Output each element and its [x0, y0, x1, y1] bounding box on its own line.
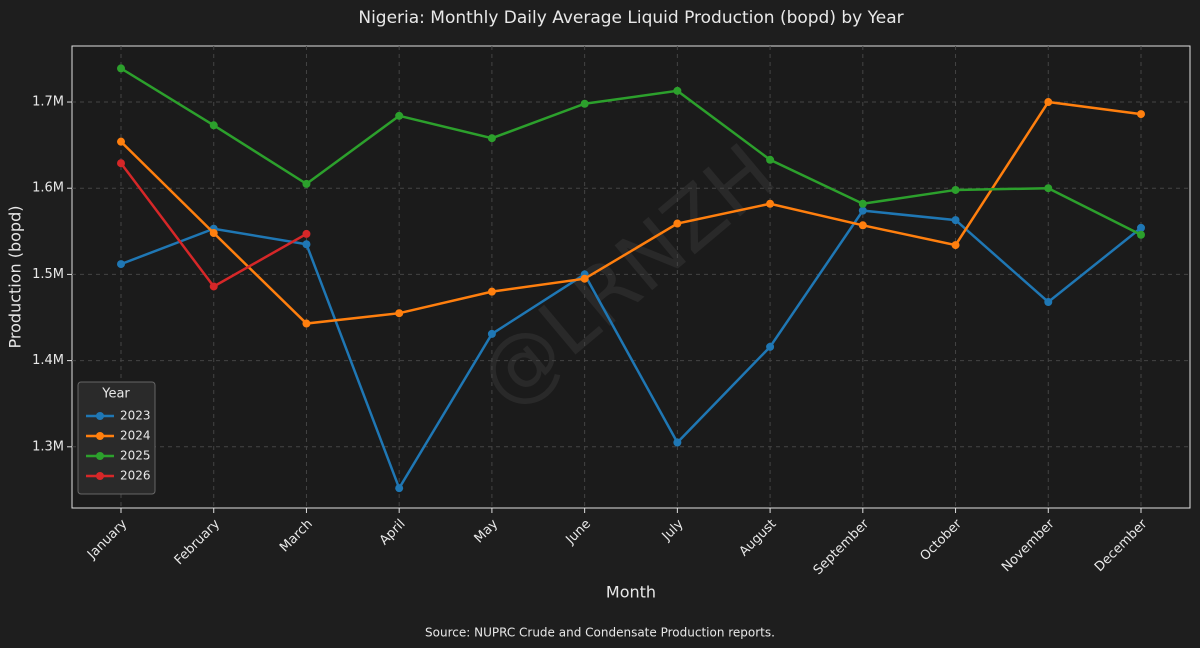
data-point [209, 282, 218, 291]
data-point [858, 199, 867, 208]
data-point [951, 185, 960, 194]
data-point [858, 221, 867, 230]
legend-marker [96, 432, 104, 440]
data-point [673, 219, 682, 228]
legend-title: Year [101, 387, 130, 402]
y-tick-label: 1.6M [32, 181, 64, 196]
data-point [209, 229, 218, 238]
legend-marker [96, 472, 104, 480]
data-point [117, 260, 125, 269]
data-point [951, 241, 960, 250]
data-point [1044, 184, 1053, 193]
data-point [487, 287, 496, 296]
y-tick-label: 1.7M [32, 95, 64, 110]
legend-label: 2023 [120, 409, 151, 423]
data-point [1137, 223, 1145, 232]
data-point [1137, 230, 1145, 239]
series-line [120, 100, 1142, 325]
series-line [120, 67, 1142, 236]
y-axis-label: Production (bopd) [6, 206, 25, 349]
data-point [673, 86, 682, 95]
data-point [395, 309, 404, 318]
data-point [487, 134, 496, 143]
chart-title: Nigeria: Monthly Daily Average Liquid Pr… [358, 8, 903, 28]
data-point [766, 155, 775, 164]
data-point [117, 64, 125, 73]
data-point [580, 274, 589, 283]
data-point [117, 137, 125, 146]
data-point [395, 111, 404, 120]
legend-label: 2025 [120, 449, 151, 463]
y-tick-label: 1.4M [32, 353, 64, 368]
x-axis-label: Month [606, 583, 656, 602]
data-point [1044, 297, 1053, 306]
data-point [951, 216, 960, 225]
data-point [395, 484, 404, 493]
data-point [487, 329, 496, 338]
data-point [302, 229, 311, 238]
source-note: Source: NUPRC Crude and Condensate Produ… [425, 626, 775, 640]
data-point [766, 342, 775, 351]
data-point [302, 319, 311, 328]
data-point [766, 199, 775, 208]
legend-label: 2026 [120, 469, 151, 483]
data-point [302, 179, 311, 188]
legend-marker [96, 452, 104, 460]
legend-label: 2024 [120, 429, 151, 443]
data-point [117, 159, 125, 168]
data-point [858, 206, 867, 215]
data-point [209, 121, 218, 130]
data-point [1044, 98, 1053, 107]
data-point [1137, 110, 1145, 119]
data-point [580, 99, 589, 108]
data-point [673, 438, 682, 447]
legend-marker [96, 412, 104, 420]
data-point [302, 240, 311, 249]
legend-box [77, 381, 156, 495]
y-tick-label: 1.3M [32, 439, 64, 454]
y-tick-label: 1.5M [32, 267, 64, 282]
